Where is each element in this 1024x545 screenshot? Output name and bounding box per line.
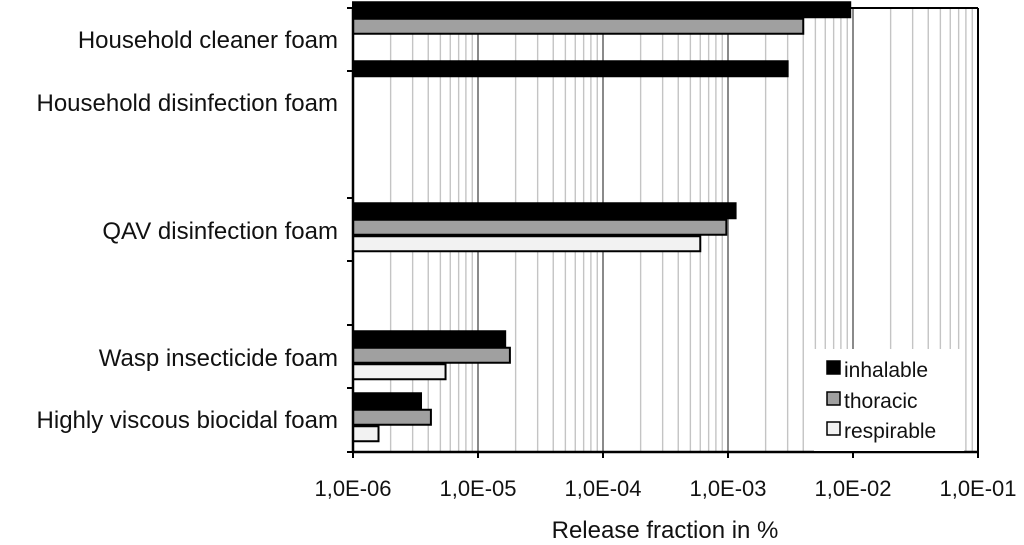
category-labels: Household cleaner foam Household disinfec… <box>36 27 338 434</box>
category-label: Household disinfection foam <box>36 90 338 117</box>
bar-thoracic <box>352 17 805 35</box>
x-tick-labels: 1,0E-06 1,0E-05 1,0E-04 1,0E-03 1,0E-02 1,0E-… <box>314 476 1016 501</box>
bar-respirable <box>352 363 447 381</box>
category-label: Household cleaner foam <box>78 27 338 54</box>
bar-thoracic <box>352 218 728 236</box>
legend-swatch-thoracic <box>826 391 841 406</box>
bar-respirable <box>352 235 702 253</box>
legend-swatch-respirable <box>826 421 841 436</box>
x-tick-label: 1,0E-06 <box>314 476 391 501</box>
axes <box>347 7 979 458</box>
bar-thoracic <box>352 408 432 426</box>
bars <box>352 1 852 443</box>
bar-thoracic <box>352 346 511 364</box>
x-tick-label: 1,0E-02 <box>814 476 891 501</box>
bar-inhalable <box>352 1 852 19</box>
legend-label-thoracic: thoracic <box>844 390 918 413</box>
bar-respirable <box>352 425 380 443</box>
x-tick-label: 1,0E-05 <box>439 476 516 501</box>
category-label: Highly viscous biocidal foam <box>37 407 338 434</box>
x-tick-label: 1,0E-03 <box>689 476 766 501</box>
legend: inhalable thoracic respirable <box>814 349 964 451</box>
x-tick-label: 1,0E-01 <box>939 476 1016 501</box>
legend-label-respirable: respirable <box>844 420 936 443</box>
category-label: QAV disinfection foam <box>102 218 338 245</box>
bar-inhalable <box>352 60 789 78</box>
bar-inhalable <box>352 392 423 410</box>
bar-inhalable <box>352 202 737 220</box>
legend-swatch-inhalable <box>826 360 841 375</box>
x-axis-title: Release fraction in % <box>552 517 779 544</box>
x-tick-label: 1,0E-04 <box>564 476 641 501</box>
category-label: Wasp insecticide foam <box>99 345 338 372</box>
legend-label-inhalable: inhalable <box>844 359 928 382</box>
bar-inhalable <box>352 330 507 348</box>
